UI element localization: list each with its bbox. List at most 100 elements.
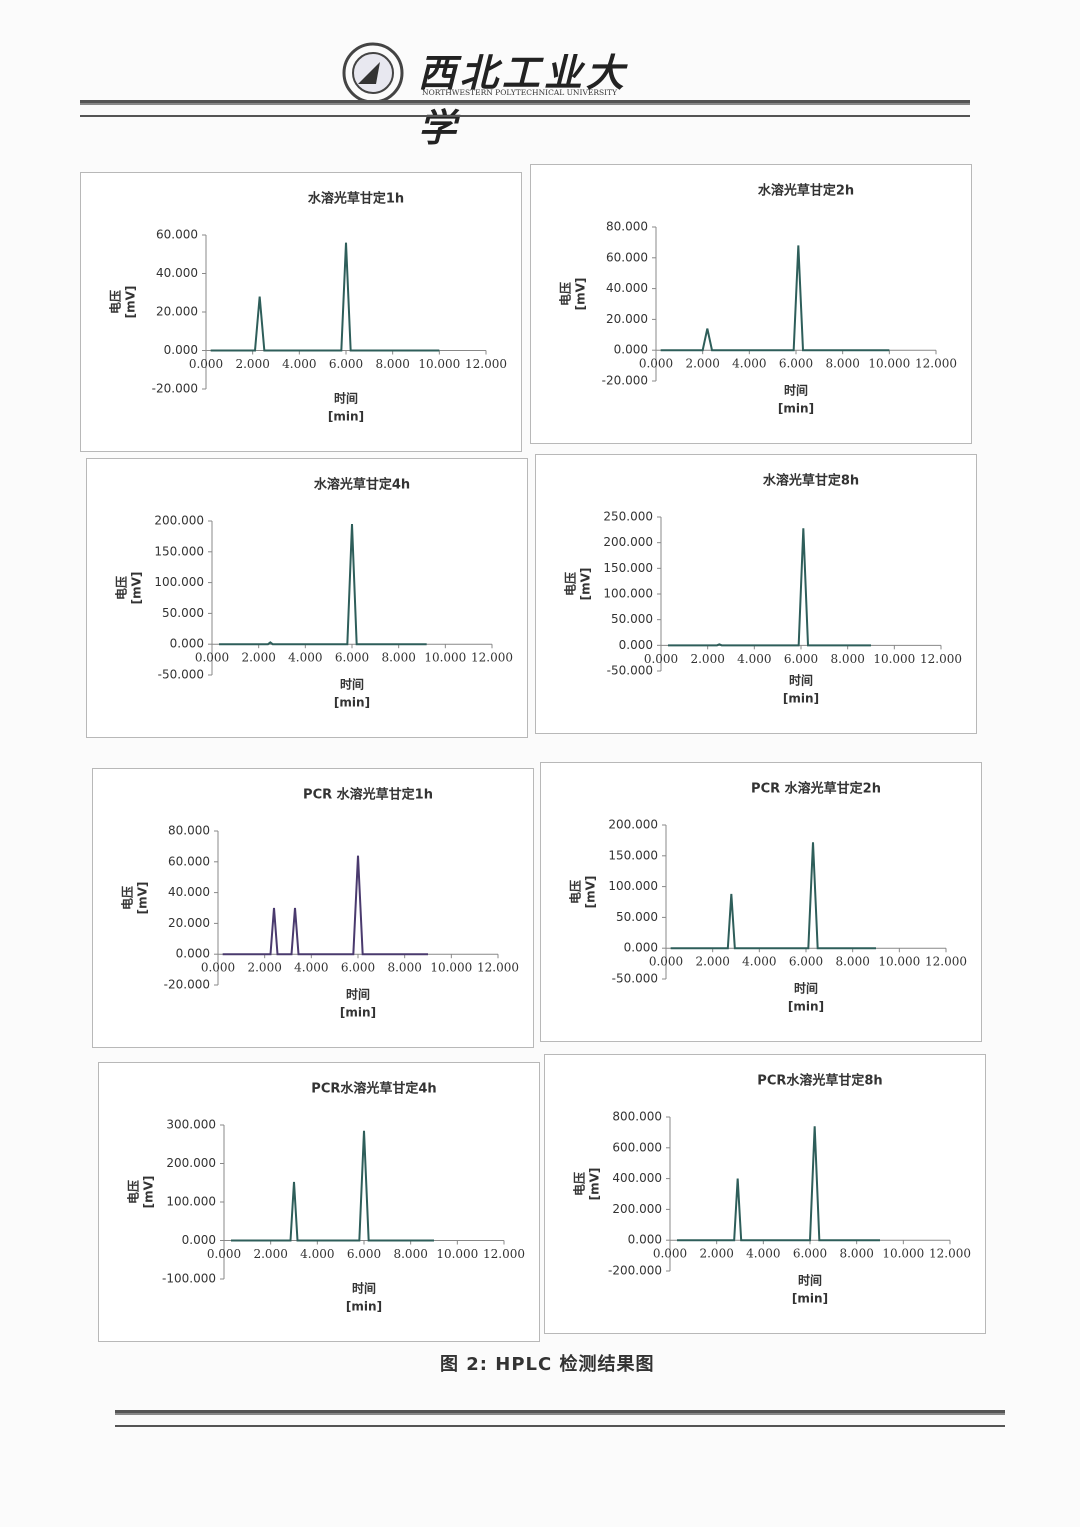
footer-rule-2 xyxy=(115,1425,1005,1427)
y-tick-label: -20.000 xyxy=(164,978,210,992)
y-axis-label: [mV] xyxy=(142,1176,156,1209)
x-tick-label: 8.000 xyxy=(839,1247,873,1261)
x-tick-label: 6.000 xyxy=(329,357,363,371)
x-tick-label: 8.000 xyxy=(381,651,415,665)
x-tick-label: 0.000 xyxy=(639,357,673,371)
figure-caption: 图 2: HPLC 检测结果图 xyxy=(440,1354,655,1375)
y-tick-label: 200.000 xyxy=(603,535,653,549)
y-tick-label: 40.000 xyxy=(606,281,648,295)
chromatogram-line xyxy=(668,528,871,647)
chart-panel: PCR 水溶光草甘定2h -50.000 0.000 50.000 100.000 150… xyxy=(540,762,982,1042)
y-axis-label: 电压 xyxy=(126,1180,141,1204)
chart: 水溶光草甘定8h-50.0000.00050.000100.000150.000… xyxy=(563,473,963,706)
x-tick-label: 0.000 xyxy=(653,1247,687,1261)
y-tick-label: 200.000 xyxy=(608,818,658,832)
x-tick-label: 4.000 xyxy=(746,1247,780,1261)
y-tick-label: 0.000 xyxy=(182,1233,216,1247)
chromatogram-line xyxy=(677,1126,880,1242)
x-tick-label: 8.000 xyxy=(375,357,409,371)
y-tick-label: 150.000 xyxy=(608,848,658,862)
x-axis-label: [min] xyxy=(778,402,814,416)
y-tick-label: 100.000 xyxy=(603,587,653,601)
x-tick-label: 0.000 xyxy=(201,961,235,975)
chart-panel: 水溶光草甘定2h -20.000 0.000 20.000 40.000 60.000 80… xyxy=(530,164,972,444)
x-tick-label: 8.000 xyxy=(393,1247,427,1261)
x-axis-label: 时间 xyxy=(789,673,813,688)
x-tick-label: 4.000 xyxy=(300,1247,334,1261)
chart-panel: 水溶光草甘定8h -50.000 0.000 50.000 100.000 150.000… xyxy=(535,454,977,734)
y-tick-label: 0.000 xyxy=(164,343,198,357)
x-tick-label: 2.000 xyxy=(253,1247,287,1261)
y-tick-label: 60.000 xyxy=(168,854,210,868)
x-axis-label: 时间 xyxy=(784,383,808,398)
y-tick-label: 150.000 xyxy=(154,544,204,558)
y-tick-label: 20.000 xyxy=(168,916,210,930)
x-axis-label: 时间 xyxy=(798,1273,822,1288)
y-tick-label: 200.000 xyxy=(612,1202,662,1216)
chart-panel: 水溶光草甘定4h -50.000 0.000 50.000 100.000 150.000… xyxy=(86,458,528,738)
y-tick-label: -20.000 xyxy=(152,382,198,396)
chart-title: PCR水溶光草甘定8h xyxy=(757,1073,882,1089)
chart-panel: PCR水溶光草甘定4h -100.000 0.000 100.000 200.000 30… xyxy=(98,1062,540,1342)
university-name: 西北工业大学 xyxy=(418,50,629,150)
chromatogram-line xyxy=(222,855,428,956)
y-axis-label: [mV] xyxy=(584,876,598,909)
chart: PCR水溶光草甘定8h -200.000 0.000 200.000 400.000 60… xyxy=(572,1073,972,1306)
y-tick-label: 60.000 xyxy=(156,228,198,242)
footer-rule xyxy=(115,1410,1005,1415)
y-tick-label: 0.000 xyxy=(170,637,204,651)
x-tick-label: 4.000 xyxy=(742,955,776,969)
chart-panel: PCR水溶光草甘定8h -200.000 0.000 200.000 400.000 60… xyxy=(544,1054,986,1334)
x-tick-label: 0.000 xyxy=(195,651,229,665)
chart-title: PCR水溶光草甘定4h xyxy=(311,1081,436,1097)
x-tick-label: 12.000 xyxy=(925,955,967,969)
x-tick-label: 12.000 xyxy=(471,651,513,665)
x-tick-label: 12.000 xyxy=(920,652,962,666)
y-tick-label: -100.000 xyxy=(162,1272,216,1286)
x-tick-label: 4.000 xyxy=(732,357,766,371)
y-tick-label: -50.000 xyxy=(158,668,204,682)
logo xyxy=(342,42,404,104)
x-axis-label: 时间 xyxy=(334,391,358,406)
y-axis-label: [mV] xyxy=(574,278,588,311)
chart: PCR 水溶光草甘定1h -20.000 0.000 20.000 40.000 60.0… xyxy=(120,787,520,1020)
y-tick-label: -20.000 xyxy=(602,374,648,388)
y-tick-label: 20.000 xyxy=(606,312,648,326)
y-tick-label: 50.000 xyxy=(616,910,658,924)
y-tick-label: 50.000 xyxy=(611,612,653,626)
x-tick-label: 6.000 xyxy=(793,1247,827,1261)
x-tick-label: 4.000 xyxy=(282,357,316,371)
y-tick-label: 800.000 xyxy=(612,1110,662,1124)
y-tick-label: 300.000 xyxy=(166,1118,216,1132)
x-axis-label: 时间 xyxy=(346,987,370,1002)
x-tick-label: 10.000 xyxy=(882,1247,924,1261)
x-tick-label: 2.000 xyxy=(699,1247,733,1261)
header: 西北工业大学 NORTHWESTERN POLYTECHNICAL UNIVER… xyxy=(340,40,660,150)
x-tick-label: 0.000 xyxy=(189,357,223,371)
x-tick-label: 4.000 xyxy=(288,651,322,665)
x-tick-label: 10.000 xyxy=(430,961,472,975)
chart-panel: 水溶光草甘定1h -20.000 0.000 20.000 40.000 60.000 0.… xyxy=(80,172,522,452)
x-tick-label: 0.000 xyxy=(644,652,678,666)
x-tick-label: 12.000 xyxy=(483,1247,525,1261)
x-tick-label: 6.000 xyxy=(347,1247,381,1261)
y-tick-label: 0.000 xyxy=(614,343,648,357)
x-tick-label: 2.000 xyxy=(690,652,724,666)
y-axis-label: 电压 xyxy=(563,572,578,596)
y-tick-label: -50.000 xyxy=(607,664,653,678)
x-tick-label: 10.000 xyxy=(424,651,466,665)
y-tick-label: 40.000 xyxy=(156,266,198,280)
chart-title: 水溶光草甘定1h xyxy=(308,191,404,207)
x-tick-label: 0.000 xyxy=(207,1247,241,1261)
y-tick-label: 0.000 xyxy=(619,638,653,652)
x-tick-label: 10.000 xyxy=(878,955,920,969)
chromatogram-line xyxy=(210,242,440,352)
chromatogram-line xyxy=(219,524,427,646)
x-tick-label: 6.000 xyxy=(789,955,823,969)
y-tick-label: 0.000 xyxy=(624,941,658,955)
x-axis-label: [min] xyxy=(340,1006,376,1020)
chart-title: PCR 水溶光草甘定1h xyxy=(303,787,433,803)
x-axis-label: [min] xyxy=(328,410,364,424)
y-axis-label: [mV] xyxy=(588,1168,602,1201)
